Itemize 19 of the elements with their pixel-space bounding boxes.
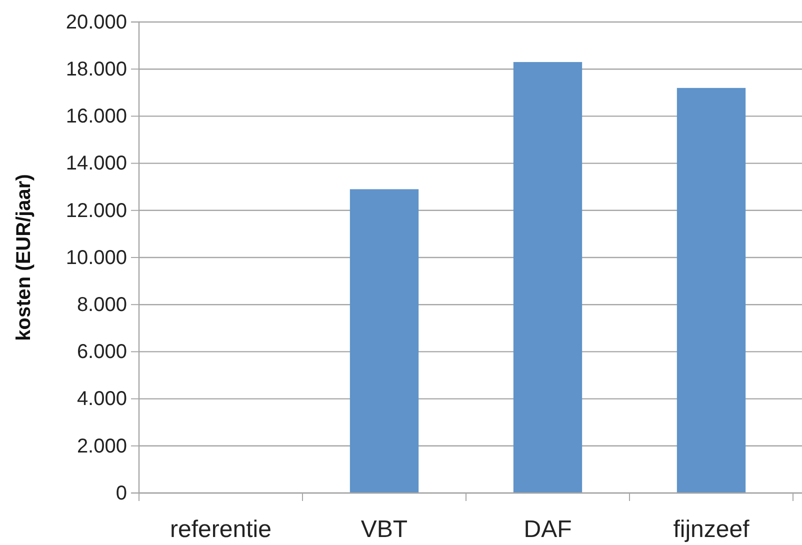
y-tick-label: 0 — [116, 482, 127, 504]
y-tick-label: 16.000 — [66, 106, 127, 128]
bar — [676, 88, 746, 493]
y-tick-label: 4.000 — [76, 388, 127, 410]
y-tick-label: 14.000 — [66, 152, 127, 175]
y-tick-label: 8.000 — [76, 294, 127, 316]
y-tick-label: 20.000 — [66, 11, 127, 34]
y-tick-label: 2.000 — [76, 435, 127, 458]
y-axis-title: kosten (EUR/jaar) — [13, 174, 35, 341]
bar — [350, 189, 419, 493]
y-tick-label: 12.000 — [66, 200, 127, 222]
x-tick-label: referentie — [170, 516, 272, 543]
y-tick-label: 6.000 — [76, 341, 127, 364]
x-tick-label: fijnzeef — [673, 516, 750, 543]
y-tick-label: 18.000 — [66, 58, 127, 80]
x-tick-label: DAF — [524, 516, 572, 543]
x-tick-label: VBT — [360, 516, 408, 543]
bar — [513, 62, 582, 493]
y-tick-label: 10.000 — [66, 246, 127, 269]
